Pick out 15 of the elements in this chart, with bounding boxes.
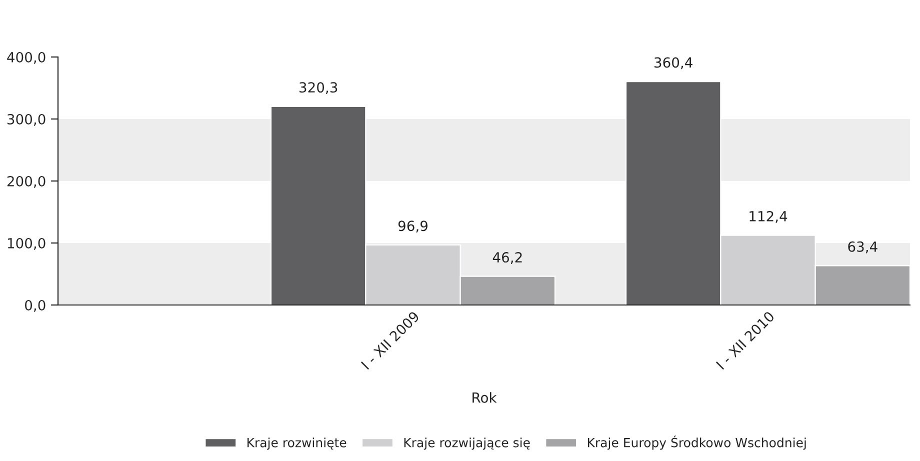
text: 360,4 [654,57,692,70]
x-axis-title: Rok [472,392,497,403]
text: 320,3 [300,82,338,94]
text: 112,4 [750,211,788,223]
text: 46,2 [492,252,522,264]
y-tick-label: 100,0 [8,238,46,250]
legend-label: Kraje rozwijające się [404,438,530,450]
y-tick-label: 200,0 [7,176,46,188]
text: 63,4 [848,241,878,254]
y-tick-label: 0,0 [25,300,46,312]
y-tick-label: 400,0 [7,52,46,64]
legend-label: Kraje rozwinięte [248,438,346,450]
y-tick-label: 300,0 [7,114,46,126]
text: 96,9 [398,220,428,233]
legend-label: Kraje Europy Środkowo Wschodniej [588,436,806,450]
